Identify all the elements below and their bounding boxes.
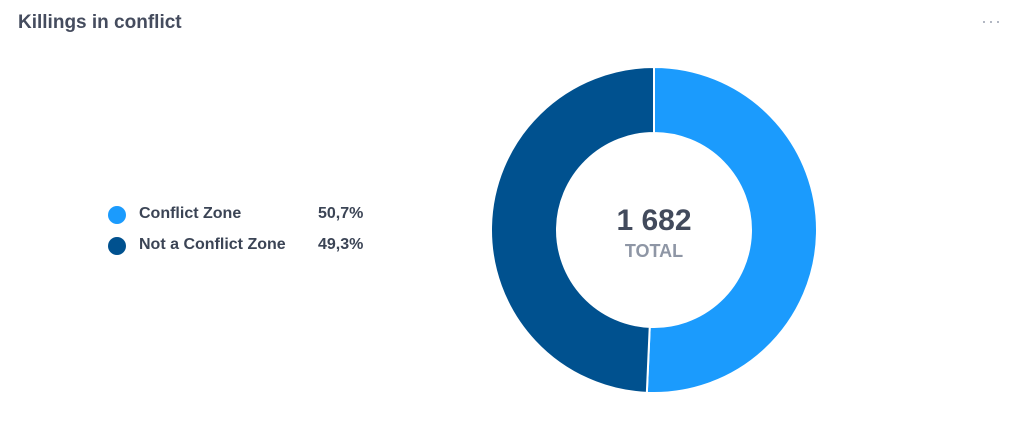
legend-label: Conflict Zone	[139, 205, 242, 222]
legend-marker	[108, 206, 126, 224]
legend-value: 50,7%	[318, 205, 364, 222]
legend-marker	[108, 237, 126, 255]
legend-item-not-a-conflict-zone[interactable]: Not a Conflict Zone 49,3%	[108, 234, 378, 265]
donut-slice-conflict-zone[interactable]	[645, 65, 818, 394]
donut-chart: 1 682 TOTAL	[490, 65, 818, 394]
legend-value: 49,3%	[318, 236, 364, 253]
total-label: TOTAL	[625, 241, 683, 261]
legend-label: Not a Conflict Zone	[139, 236, 286, 253]
legend-item-conflict-zone[interactable]: Conflict Zone 50,7%	[108, 203, 378, 234]
chart-legend: Conflict Zone 50,7% Not a Conflict Zone …	[108, 203, 378, 265]
more-options-icon[interactable]: ···	[981, 11, 1002, 31]
donut-slice-not-a-conflict-zone[interactable]	[490, 65, 655, 394]
total-value: 1 682	[616, 204, 691, 237]
donut-slices	[490, 65, 818, 394]
widget-title: Killings in conflict	[18, 12, 182, 33]
